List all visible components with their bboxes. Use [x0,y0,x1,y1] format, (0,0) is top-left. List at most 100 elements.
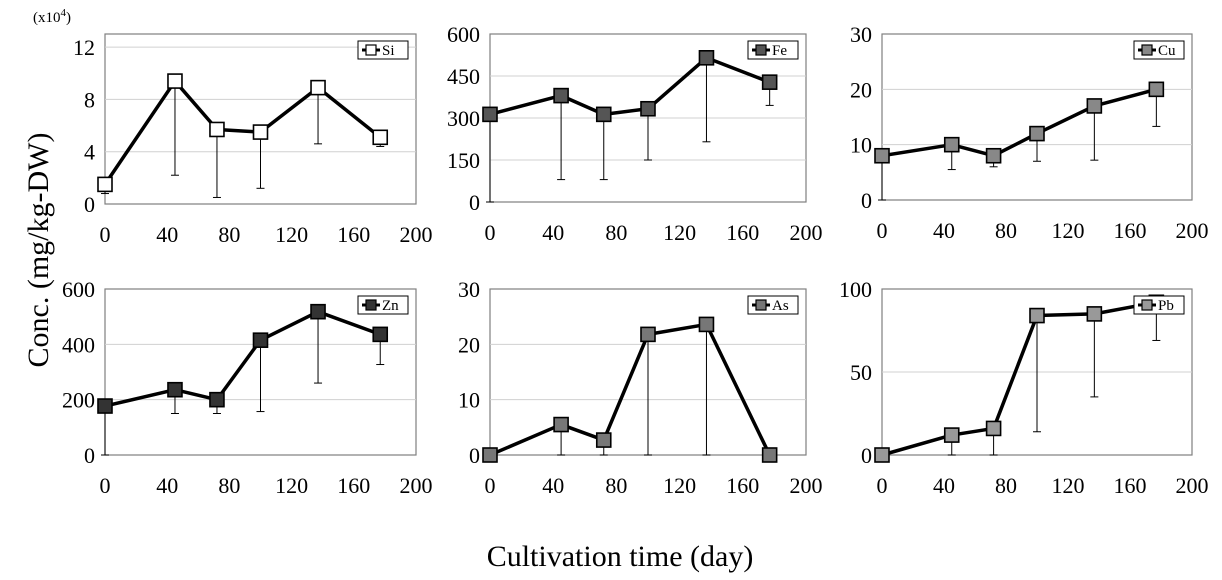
y-tick-label: 20 [850,77,872,102]
data-point [167,73,183,89]
legend: Fe [747,40,799,60]
x-tick-label: 120 [1052,218,1085,243]
y-tick-label: 0 [469,443,480,468]
x-tick-label: 40 [933,473,955,498]
y-tick-label: 300 [447,106,480,131]
data-point [698,49,715,66]
data-point [310,79,326,96]
data-point [372,326,389,343]
data-point [985,147,1002,164]
y-axis-title: Conc. (mg/kg-DW) [22,133,55,368]
y-tick-label: 8 [84,87,95,112]
data-point [761,447,778,463]
y-tick-label: 10 [850,133,872,158]
y-tick-label: 600 [447,22,480,47]
data-point [761,74,778,90]
legend-label: Zn [382,298,399,314]
series-line [881,300,1157,457]
chart-panel-fe: 0 150 300 450 600 0 40 80 120 160 200 Fe [447,22,823,245]
legend-label: As [772,298,789,314]
y-multiplier-label: (x104) [33,7,71,26]
x-tick-label: 160 [726,220,759,245]
y-tick-label: 400 [62,332,95,357]
y-tick-label: 4 [84,140,95,165]
x-tick-label: 40 [542,220,564,245]
data-point [985,420,1002,437]
legend: Pb [1133,295,1185,315]
data-point [482,106,498,123]
data-point [209,391,225,408]
data-point [167,381,183,398]
x-tick-label: 200 [1176,218,1209,243]
legend-marker [365,44,377,56]
y-tick-label: 100 [839,277,872,302]
x-tick-label: 160 [1114,473,1147,498]
x-tick-label: 80 [605,220,627,245]
series-line [103,79,382,186]
y-tick-label: 12 [73,35,95,60]
x-tick-label: 0 [877,473,888,498]
chart-panel-zn: 0 200 400 600 0 40 80 120 160 200 Zn [62,277,433,498]
y-tick-label: 0 [84,192,95,217]
y-tick-label: 200 [62,388,95,413]
data-point [97,398,113,414]
data-point [1086,98,1103,114]
y-tick-label: 0 [84,443,95,468]
y-tick-label: 30 [850,22,872,47]
data-point [97,176,113,193]
series-line [881,87,1157,158]
x-tick-label: 40 [933,218,955,243]
legend-label: Fe [772,43,787,59]
x-tick-label: 0 [100,222,111,247]
data-point [595,432,612,448]
data-point [553,87,569,104]
x-tick-label: 120 [275,222,308,247]
x-tick-label: 80 [605,473,627,498]
legend-label: Pb [1158,298,1174,314]
x-tick-label: 160 [337,473,370,498]
x-tick-label: 0 [485,220,496,245]
data-point [252,332,269,348]
data-point [1029,125,1045,142]
x-tick-label: 160 [726,473,759,498]
x-tick-label: 200 [400,473,433,498]
x-tick-label: 80 [995,218,1017,243]
x-axis-title: Cultivation time (day) [487,540,754,573]
y-tick-label: 30 [458,277,480,302]
x-tick-label: 0 [485,473,496,498]
data-point [874,447,890,463]
x-tick-label: 40 [542,473,564,498]
data-point [1086,306,1103,322]
data-point [1148,81,1165,98]
legend: As [747,295,799,315]
legend-label: Cu [1158,43,1176,59]
data-point [372,129,389,146]
data-point [698,316,715,333]
x-tick-label: 160 [337,222,370,247]
data-point [252,124,269,140]
data-point [943,136,960,153]
x-tick-label: 120 [663,473,696,498]
x-tick-label: 200 [400,222,433,247]
x-tick-label: 160 [1114,218,1147,243]
legend-marker [755,44,767,56]
data-point [553,416,569,433]
x-tick-label: 200 [790,473,823,498]
y-tick-label: 20 [458,332,480,357]
x-tick-label: 120 [275,473,308,498]
data-point [640,100,656,117]
x-tick-label: 120 [663,220,696,245]
y-tick-label: 0 [861,188,872,213]
data-point [874,147,890,164]
y-tick-label: 0 [861,443,872,468]
y-tick-label: 50 [850,360,872,385]
data-point [640,326,656,343]
x-tick-label: 80 [218,222,240,247]
data-point [482,447,498,463]
data-point [943,427,960,443]
legend: Cu [1133,40,1185,60]
y-tick-label: 450 [447,64,480,89]
legend-marker [365,299,377,311]
